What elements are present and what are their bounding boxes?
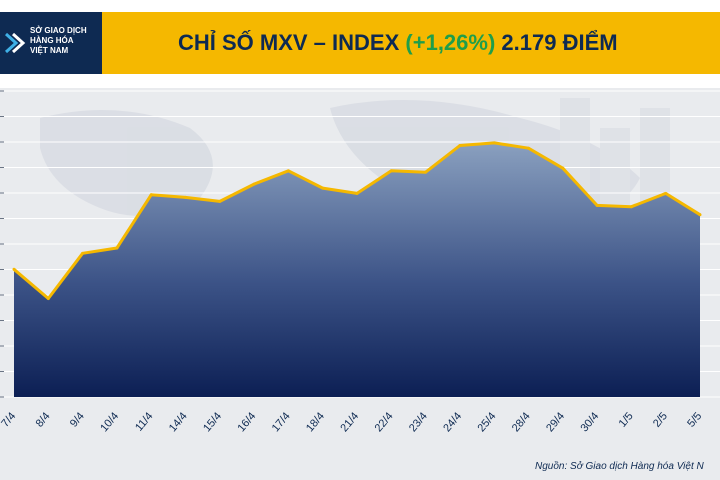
title-value: 2.179 ĐIỂM bbox=[501, 30, 618, 55]
data-point bbox=[595, 203, 599, 207]
series-area bbox=[14, 142, 700, 397]
logo: SỞ GIAO DỊCH HÀNG HÓA VIỆT NAM bbox=[0, 12, 102, 74]
data-point bbox=[184, 195, 187, 199]
x-tick-label: 29/4 bbox=[544, 410, 567, 434]
logo-text: SỞ GIAO DỊCH HÀNG HÓA VIỆT NAM bbox=[30, 26, 102, 56]
data-point bbox=[527, 146, 530, 150]
data-point bbox=[149, 193, 153, 197]
x-tick-label: 5/5 bbox=[685, 410, 704, 429]
x-tick-label: 30/4 bbox=[578, 410, 601, 434]
x-tick-label: 9/4 bbox=[68, 410, 87, 429]
data-point bbox=[286, 169, 290, 173]
chevron-logo-icon bbox=[4, 32, 26, 54]
x-tick-label: 28/4 bbox=[510, 410, 533, 434]
data-point bbox=[81, 251, 85, 255]
x-tick-label: 23/4 bbox=[407, 410, 430, 434]
x-tick-label: 21/4 bbox=[338, 410, 361, 434]
data-point bbox=[46, 297, 50, 301]
logo-line-1: SỞ GIAO DỊCH bbox=[30, 26, 87, 35]
data-point bbox=[12, 267, 16, 271]
x-tick-label: 17/4 bbox=[270, 410, 293, 434]
x-tick-label: 2/5 bbox=[651, 410, 670, 429]
logo-line-2: HÀNG HÓA bbox=[30, 36, 74, 45]
x-tick-label: 1/5 bbox=[617, 410, 636, 429]
x-tick-label: 22/4 bbox=[373, 410, 396, 434]
data-point bbox=[492, 141, 496, 145]
data-point bbox=[698, 213, 702, 217]
data-point bbox=[424, 170, 428, 174]
y-axis-ticks bbox=[0, 90, 4, 398]
data-point bbox=[389, 169, 393, 173]
series-points bbox=[12, 141, 702, 301]
data-point bbox=[355, 191, 359, 195]
title-change: (+1,26%) bbox=[405, 30, 496, 55]
x-tick-label: 16/4 bbox=[235, 410, 258, 434]
chart-title: CHỈ SỐ MXV – INDEX (+1,26%) 2.179 ĐIỂM bbox=[178, 30, 618, 56]
data-point bbox=[664, 191, 668, 195]
x-tick-label: 7/4 bbox=[0, 410, 18, 429]
data-point bbox=[561, 166, 565, 170]
x-tick-label: 18/4 bbox=[304, 410, 327, 434]
title-banner bbox=[0, 12, 720, 74]
x-tick-label: 24/4 bbox=[441, 410, 464, 434]
x-tick-label: 8/4 bbox=[34, 410, 53, 429]
data-point bbox=[629, 205, 633, 209]
x-tick-label: 25/4 bbox=[476, 410, 499, 434]
x-tick-label: 14/4 bbox=[167, 410, 190, 434]
x-tick-label: 10/4 bbox=[98, 410, 121, 434]
data-point bbox=[458, 144, 462, 148]
x-tick-label: 11/4 bbox=[133, 410, 155, 433]
x-tick-label: 15/4 bbox=[201, 410, 224, 434]
data-point bbox=[321, 186, 325, 190]
source-note: Nguồn: Sở Giao dịch Hàng hóa Việt N bbox=[535, 461, 704, 472]
logo-line-3: VIỆT NAM bbox=[30, 46, 69, 55]
x-axis-labels: 7/4 8/4 9/4 10/4 11/4 14/4 15/4 16/4 17/4 18/4 21/… bbox=[0, 410, 704, 434]
data-point bbox=[115, 246, 119, 250]
title-main: CHỈ SỐ MXV – INDEX bbox=[178, 30, 400, 55]
data-point bbox=[252, 182, 256, 186]
index-area-chart: 7/4 8/4 9/4 10/4 11/4 14/4 15/4 16/4 17/4 18/4 21/… bbox=[0, 90, 720, 434]
data-point bbox=[218, 199, 222, 203]
